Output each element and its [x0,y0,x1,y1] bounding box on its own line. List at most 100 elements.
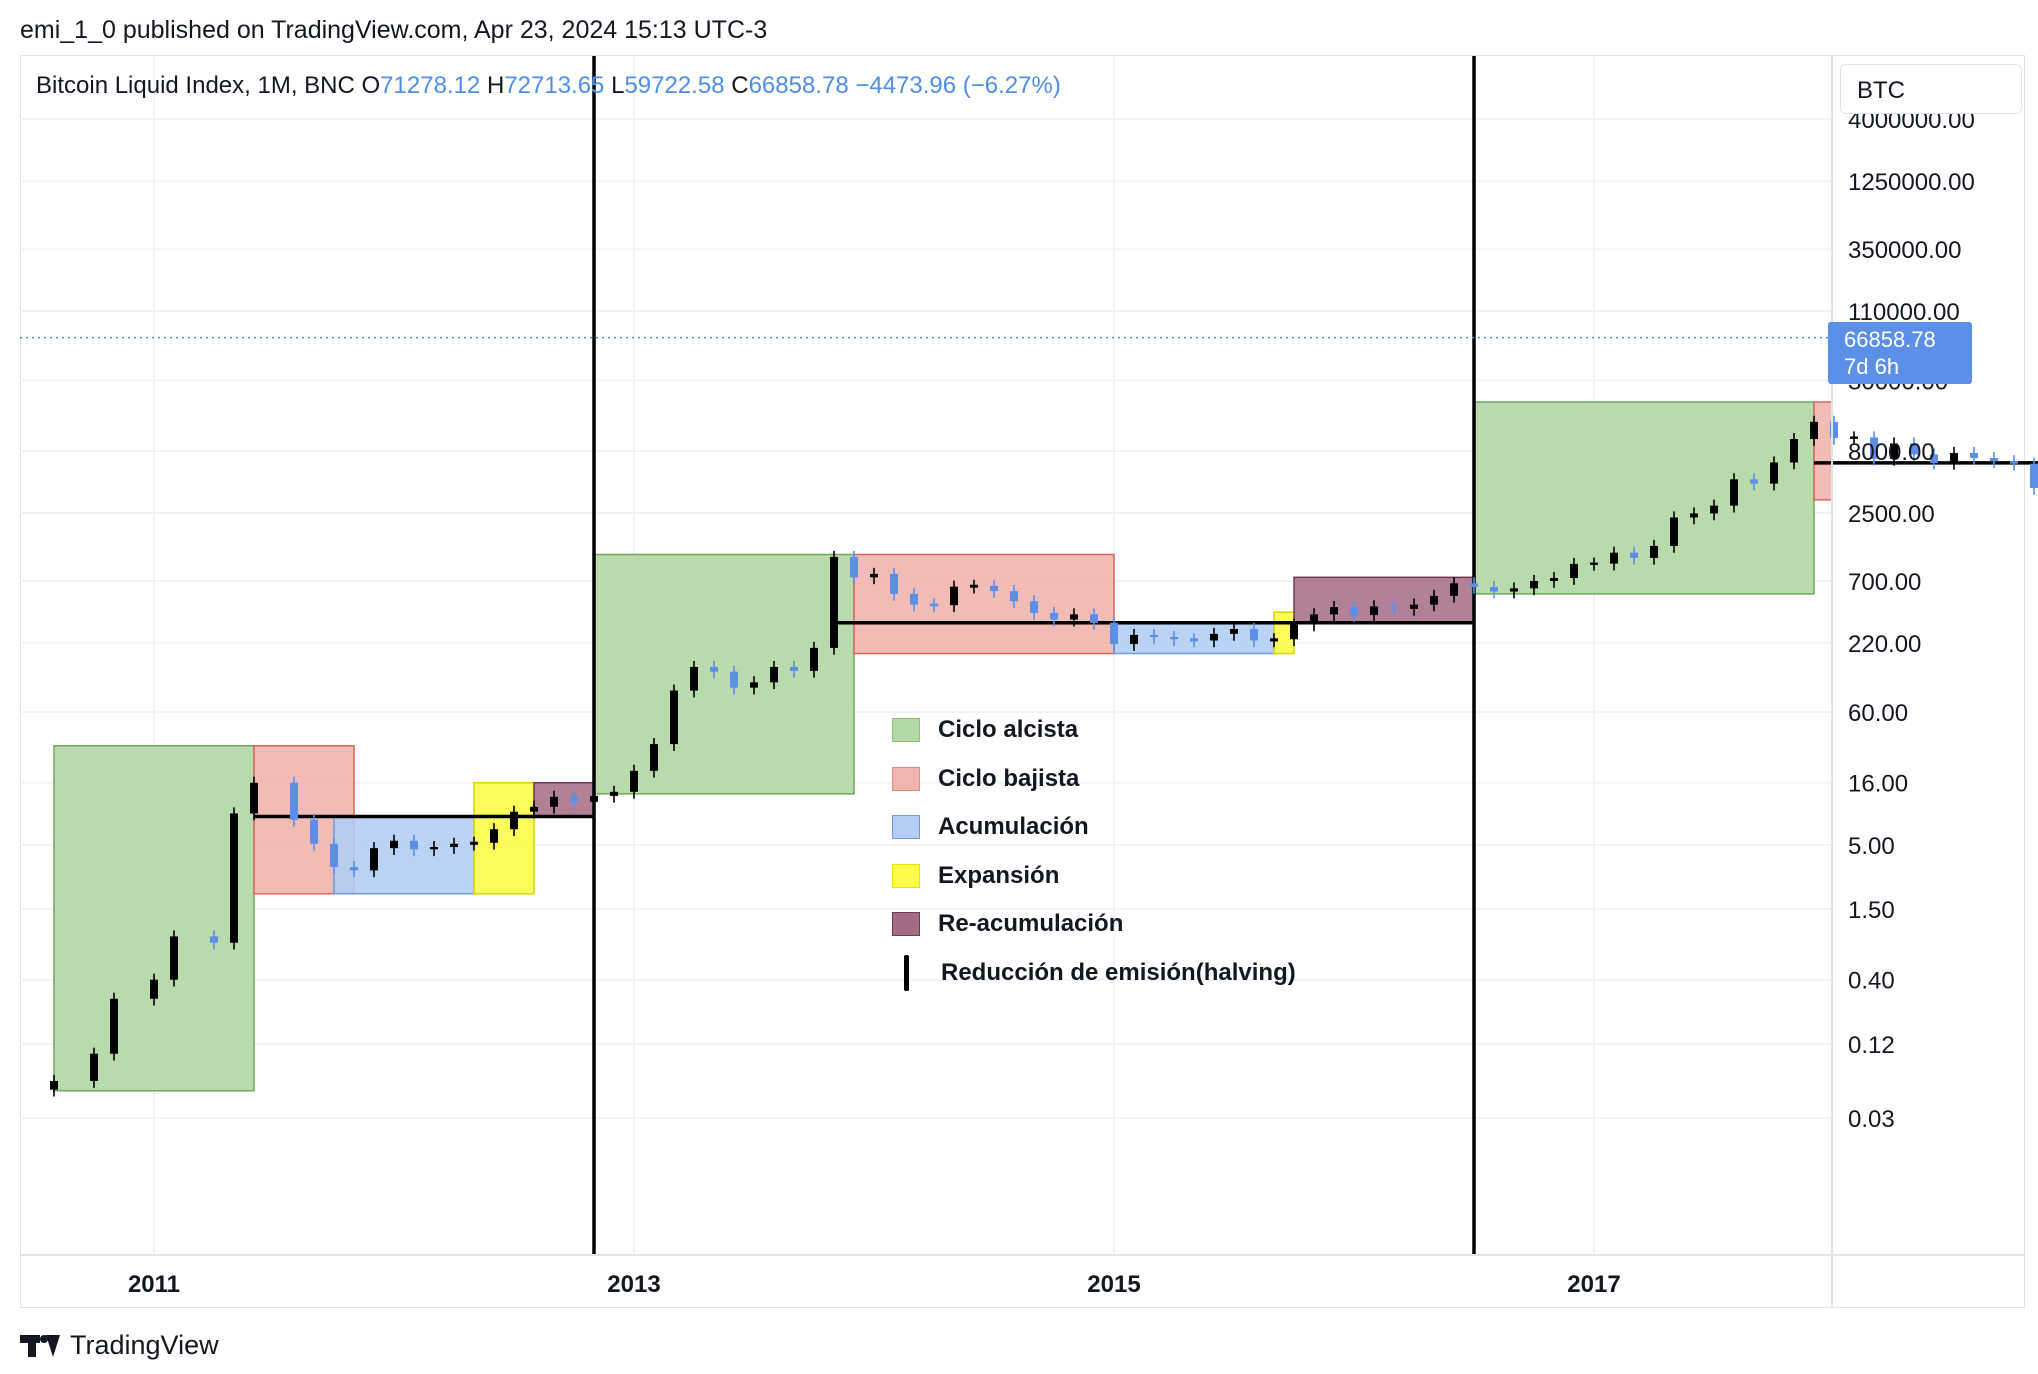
candle-body [290,782,298,820]
chart-frame [20,55,2025,1308]
open-value: 71278.12 [380,72,481,99]
halving-lines [592,56,1476,1255]
candle-body [390,840,398,849]
candle-body [670,690,678,745]
legend-label: Reducción de emisión(halving) [941,958,1296,986]
symbol-badge[interactable]: BTC [1840,64,2022,114]
zone-bear [853,553,1115,655]
candle-body [1830,421,1838,438]
publisher-info: emi_1_0 published on TradingView.com, Ap… [20,16,768,44]
footer: TradingView [20,1330,219,1361]
candle-body [1810,421,1818,440]
low-label: L [611,72,625,99]
x-tick-label: 2017 [1567,1271,1620,1298]
y-tick-label: 1250000.00 [1848,169,1975,196]
candle-body [1930,454,1938,463]
legend-item: Ciclo bajista [892,755,1296,804]
candle-body [1530,581,1538,589]
candle-body [990,585,998,592]
legend-swatch [892,766,920,791]
zone-bear [1813,401,1833,501]
candle-body [570,796,578,802]
last-price-tag: 66858.78 7d 6h [1828,322,1972,384]
candle-body [810,647,818,671]
candle-body [470,841,478,845]
zone-accumulation [333,815,475,895]
candle-body [1950,452,1958,463]
y-tick-label: 0.12 [1848,1032,1895,1059]
candle-body [710,666,718,672]
y-tick-label: 0.03 [1848,1106,1895,1133]
close-value: 66858.78 [748,72,849,99]
legend-label: Expansión [938,861,1060,889]
candle-body [610,791,618,796]
axes: 4000000.001250000.00350000.00110000.0030… [20,56,2024,1308]
candle-body [1850,436,1858,439]
y-tick-label: 1.50 [1848,897,1895,924]
candle-body [870,573,878,578]
y-tick-label: 220.00 [1848,631,1921,658]
candle-body [350,867,358,871]
candle-body [1790,439,1798,463]
candle-body [1070,614,1078,620]
y-tick-label: 700.00 [1848,569,1921,596]
candle-body [50,1080,58,1090]
candle-body [1450,583,1458,596]
symbol-title: Bitcoin Liquid Index, 1M, BNC [36,72,355,99]
legend-label: Re-acumulación [938,910,1124,938]
y-tick-label: 60.00 [1848,700,1908,727]
candle-body [1050,612,1058,620]
candle-body [1750,479,1758,484]
candle-body [890,573,898,594]
bar-countdown: 7d 6h [1844,354,1900,379]
candle-body [1970,452,1978,459]
candle-body [630,770,638,792]
legend-swatch [892,912,920,937]
candle-body [1250,628,1258,641]
candle-body [1630,552,1638,558]
candle-body [250,782,258,814]
legend-item: Expansión [892,852,1296,901]
zone-reaccumulation [1293,576,1475,624]
candle-body [1470,583,1478,588]
candle-body [830,556,838,648]
grid-lines [20,56,1832,1255]
candle-body [1370,606,1378,616]
candle-body [1570,563,1578,579]
candle-body [1690,513,1698,518]
candle-body [1290,624,1298,640]
candle-body [1610,552,1618,564]
candle-body [1310,614,1318,625]
zone-bull [1473,401,1815,595]
candle-body [1170,637,1178,640]
candle-body [1430,595,1438,605]
zone-bull [593,553,855,795]
candle-body [230,813,238,943]
candle-body [550,796,558,807]
candle-body [1990,458,1998,462]
legend-swatch [892,863,920,888]
candle-body [1590,562,1598,565]
candle-body [930,603,938,607]
candle-body [1330,607,1338,615]
zone-legend: Ciclo alcista Ciclo bajista Acumulación … [892,706,1296,997]
candle-body [2030,463,2038,488]
brand-name: TradingView [70,1330,219,1360]
candle-body [1410,604,1418,609]
candle-body [970,584,978,588]
legend-label: Ciclo bajista [938,764,1080,792]
candle-body [430,847,438,850]
candle-body [770,666,778,683]
candle-body [110,998,118,1054]
y-tick-label: 5.00 [1848,833,1895,860]
candle-body [1190,638,1198,642]
candle-body [310,819,318,844]
y-tick-label: 110000.00 [1848,299,1960,326]
candle-body [170,936,178,980]
candle-body [590,795,598,802]
candle-body [1870,437,1878,459]
candle-body [1130,634,1138,645]
candle-body [1490,587,1498,592]
y-tick-label: 16.00 [1848,771,1908,798]
